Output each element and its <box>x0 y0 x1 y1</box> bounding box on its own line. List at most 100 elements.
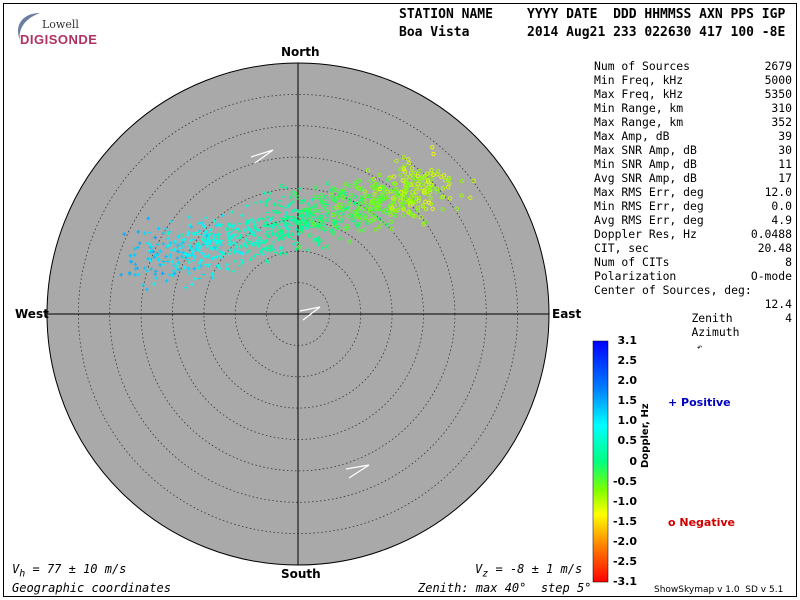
param-value: 20.48 <box>757 241 792 255</box>
source-point <box>279 183 285 189</box>
source-point <box>196 266 201 270</box>
source-point <box>180 233 184 237</box>
source-point <box>153 235 157 240</box>
source-point <box>277 210 282 215</box>
source-point <box>429 182 434 187</box>
source-point <box>198 245 203 249</box>
source-point <box>471 178 476 183</box>
source-point <box>202 234 206 238</box>
param-label: Num of Sources <box>594 59 691 73</box>
param-value: 352 <box>771 115 792 129</box>
source-point <box>354 202 360 207</box>
source-point <box>209 231 213 236</box>
source-point <box>368 218 373 223</box>
source-point <box>394 191 400 196</box>
source-point <box>189 238 193 243</box>
source-point <box>415 173 420 179</box>
source-point <box>221 213 225 218</box>
param-label: Max SNR Amp, dB <box>594 143 697 157</box>
source-point <box>193 277 197 281</box>
vz-symbol: V <box>475 562 483 576</box>
vz-value: = -8 ± 1 m/s <box>488 562 583 576</box>
param-value: 4.9 <box>771 213 792 227</box>
source-point <box>279 231 284 235</box>
source-point <box>406 157 411 162</box>
source-point <box>321 219 327 225</box>
source-point <box>261 252 265 256</box>
source-point <box>318 238 323 243</box>
source-point <box>272 247 276 252</box>
source-point <box>242 242 247 246</box>
source-point <box>233 232 238 237</box>
source-point <box>356 186 362 191</box>
source-point <box>313 185 318 190</box>
source-point <box>259 216 264 221</box>
horizontal-velocity: Vh = 77 ± 10 m/s <box>12 562 126 579</box>
source-point <box>415 208 421 213</box>
source-point <box>412 170 418 176</box>
logo-text-digisonde: DIGISONDE <box>20 32 98 47</box>
source-point <box>146 257 150 261</box>
source-point <box>268 191 272 196</box>
source-point <box>446 185 451 190</box>
source-point <box>416 195 422 201</box>
source-point <box>170 260 175 264</box>
source-point <box>238 244 243 249</box>
source-point <box>232 249 237 253</box>
source-point <box>430 145 435 150</box>
source-point <box>293 208 297 212</box>
source-point <box>203 254 207 259</box>
source-point <box>317 208 322 214</box>
azimuth-arrow-icon: ↶ <box>691 343 703 353</box>
param-label: Avg RMS Err, deg <box>594 213 704 227</box>
source-point <box>352 183 357 189</box>
source-point <box>346 206 350 210</box>
source-point <box>382 196 387 201</box>
source-point <box>442 178 448 183</box>
source-point <box>424 182 429 188</box>
source-point <box>306 248 310 252</box>
source-point <box>256 218 261 222</box>
source-point <box>372 192 377 197</box>
source-point <box>269 228 274 233</box>
source-point <box>356 228 361 233</box>
source-point <box>343 181 348 187</box>
source-point <box>212 219 217 223</box>
source-point <box>214 255 218 259</box>
source-point <box>155 253 159 258</box>
source-point <box>264 203 268 207</box>
center-zenith-row: Zenith 12.4 <box>594 297 792 325</box>
source-point <box>176 249 180 254</box>
colorbar-tick-label: 3.1 <box>617 334 638 347</box>
source-point <box>136 245 140 250</box>
source-point <box>329 188 335 193</box>
source-point <box>353 209 358 215</box>
source-point <box>337 202 342 207</box>
source-point <box>161 231 166 235</box>
source-point <box>347 239 352 244</box>
source-point <box>388 212 393 217</box>
source-point <box>300 227 305 231</box>
param-label: Doppler Res, Hz <box>594 227 697 241</box>
source-point <box>255 242 260 246</box>
param-value: 11 <box>778 157 792 171</box>
source-point <box>308 232 313 238</box>
source-point <box>230 210 234 214</box>
param-row: Max Range, km 352 <box>594 115 792 129</box>
source-point <box>313 208 318 214</box>
source-point <box>385 210 390 216</box>
digisonde-logo: Lowell DIGISONDE <box>10 10 97 50</box>
source-point <box>324 209 330 215</box>
source-point <box>428 190 433 195</box>
source-point <box>350 210 355 215</box>
source-point <box>205 243 210 247</box>
source-point <box>225 262 229 267</box>
source-point <box>298 225 303 230</box>
source-point <box>208 239 213 244</box>
source-point <box>459 193 464 198</box>
source-point <box>401 165 406 171</box>
source-point <box>394 158 399 164</box>
source-point <box>200 220 204 225</box>
station-name: Boa Vista <box>399 25 470 40</box>
source-point <box>219 243 224 247</box>
